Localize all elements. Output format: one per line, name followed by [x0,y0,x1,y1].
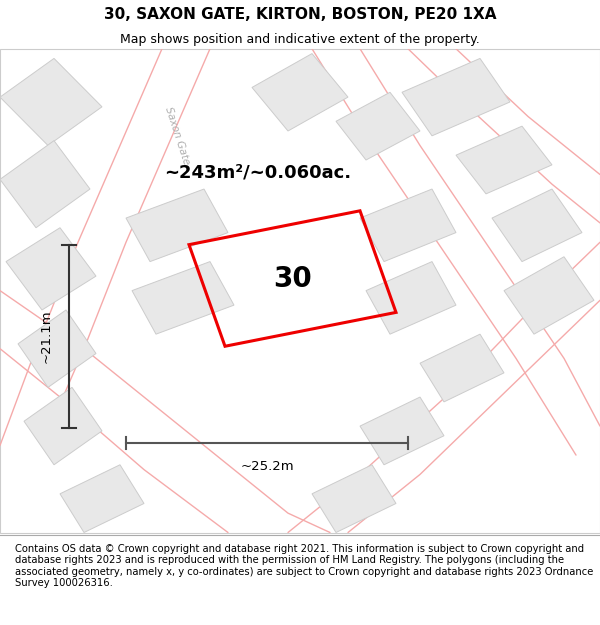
Polygon shape [360,189,456,262]
Polygon shape [24,388,102,465]
Polygon shape [366,262,456,334]
Text: 30: 30 [273,264,312,292]
Polygon shape [312,465,396,532]
Polygon shape [0,58,102,146]
Polygon shape [60,465,144,532]
Polygon shape [492,189,582,262]
Polygon shape [252,54,348,131]
Polygon shape [402,58,510,136]
Polygon shape [420,334,504,402]
Polygon shape [132,262,234,334]
Text: ~21.1m: ~21.1m [40,310,53,363]
Text: Contains OS data © Crown copyright and database right 2021. This information is : Contains OS data © Crown copyright and d… [15,544,593,588]
Polygon shape [456,126,552,194]
Polygon shape [6,228,96,310]
Polygon shape [18,310,96,388]
Text: Map shows position and indicative extent of the property.: Map shows position and indicative extent… [120,32,480,46]
Text: 30, SAXON GATE, KIRTON, BOSTON, PE20 1XA: 30, SAXON GATE, KIRTON, BOSTON, PE20 1XA [104,7,496,22]
Text: ~25.2m: ~25.2m [240,460,294,472]
Polygon shape [360,397,444,465]
Polygon shape [126,189,228,262]
Polygon shape [504,257,594,334]
Polygon shape [0,141,90,228]
Polygon shape [336,92,420,160]
Text: ~243m²/~0.060ac.: ~243m²/~0.060ac. [164,163,352,181]
Text: Saxon Gate: Saxon Gate [163,106,191,166]
